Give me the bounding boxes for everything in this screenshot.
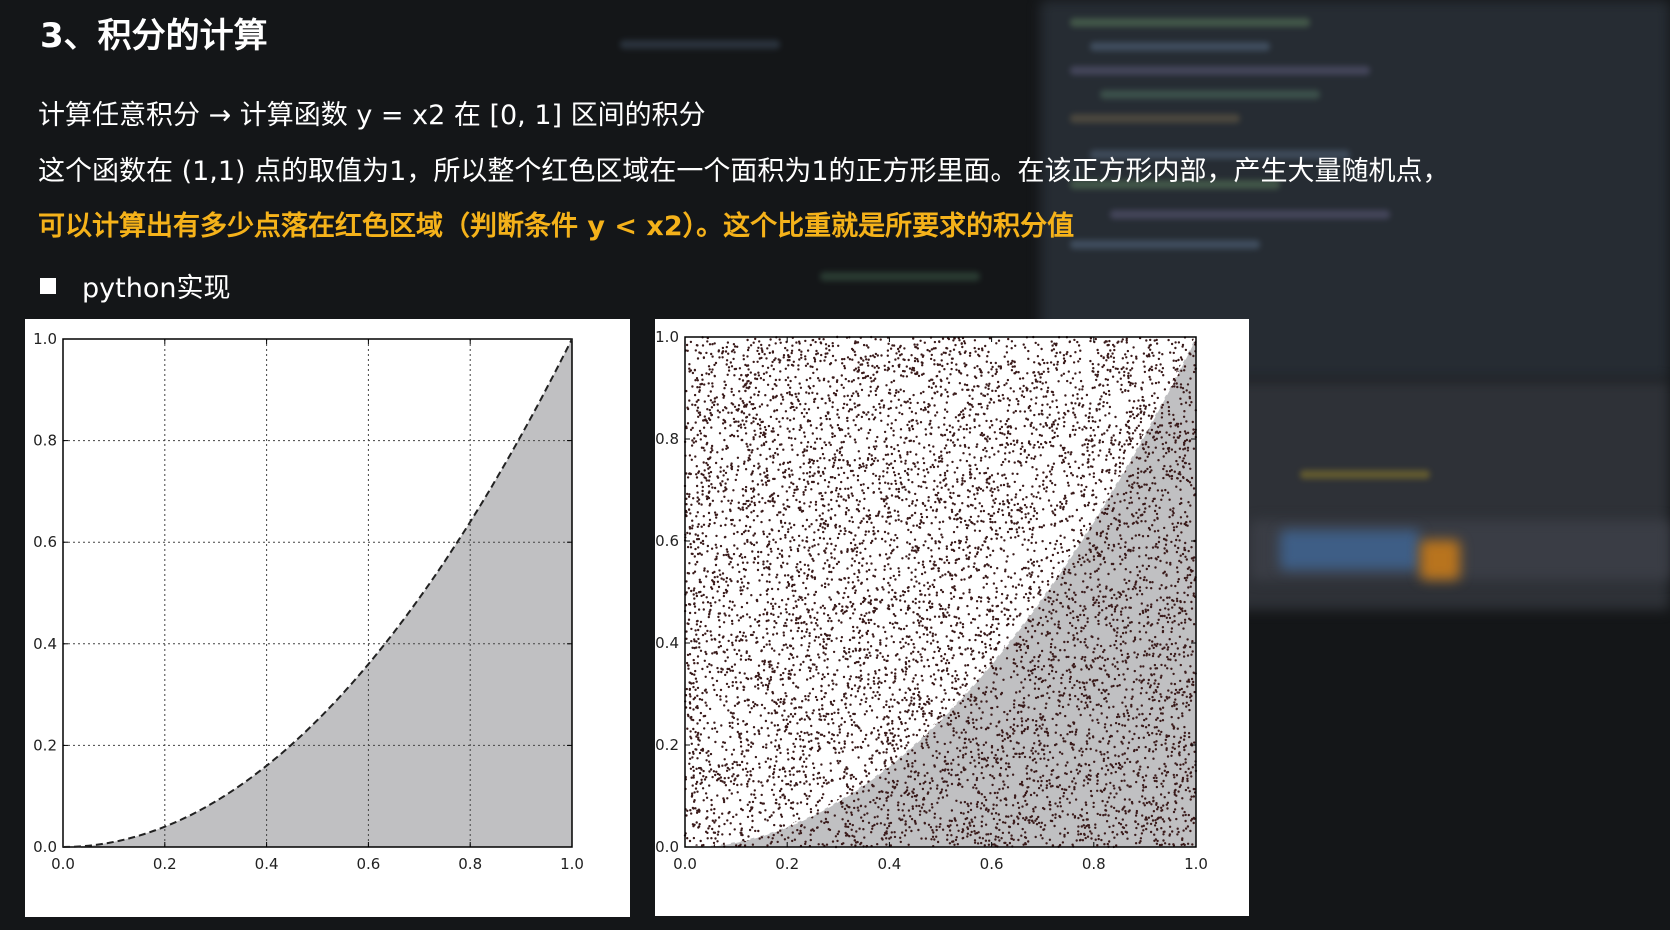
y-tick-label: 0.2 — [655, 736, 679, 754]
background-code-line — [1090, 42, 1270, 51]
background-glow — [1280, 530, 1420, 570]
area-chart: 0.0 0.2 0.4 0.6 0.8 1.0 0.0 0.2 0.4 0.6 0.8 1.0 — [33, 330, 584, 873]
highlight-text-line: 可以计算出有多少点落在红色区域（判断条件 y < x2）。这个比重就是所要求的积… — [38, 211, 1075, 242]
background-glow — [1040, 0, 1670, 380]
chart-panel-area: 0.0 0.2 0.4 0.6 0.8 1.0 0.0 0.2 0.4 0.6 0.8 1.0 — [25, 319, 630, 917]
x-tick-label: 0.0 — [51, 855, 75, 873]
area-fill — [63, 339, 572, 847]
x-tick-label: 0.4 — [877, 855, 901, 873]
x-tick-label: 0.6 — [980, 855, 1004, 873]
x-tick-label: 1.0 — [560, 855, 584, 873]
background-code-line — [1300, 470, 1430, 479]
x-tick-label: 0.2 — [153, 855, 177, 873]
axes-group: 0.0 0.2 0.4 0.6 0.8 1.0 0.0 0.2 0.4 0.6 0.8 1.0 — [33, 330, 584, 873]
y-tick-label: 0.4 — [33, 635, 57, 653]
y-tick-label: 0.0 — [33, 838, 57, 856]
y-tick-label: 1.0 — [655, 328, 679, 346]
x-tick-label: 0.8 — [1082, 855, 1106, 873]
bullet-label: python实现 — [82, 273, 231, 304]
area-fill — [685, 337, 1196, 847]
background-code-line — [1070, 240, 1260, 249]
background-code-line — [1070, 114, 1240, 123]
curve-line — [684, 336, 1197, 848]
text-line-2: 这个函数在 (1,1) 点的取值为1，所以整个红色区域在一个面积为1的正方形里面… — [38, 156, 1450, 187]
text-line-1: 计算任意积分 → 计算函数 y = x2 在 [0, 1] 区间的积分 — [38, 100, 706, 131]
y-tick-label: 0.6 — [33, 533, 57, 551]
plot-frame — [684, 336, 1197, 848]
x-tick-label: 0.6 — [356, 855, 380, 873]
x-tick-label: 0.8 — [458, 855, 482, 873]
background-code-line — [1110, 210, 1390, 219]
chart-panel-scatter: 0.0 0.2 0.4 0.6 0.8 1.0 0.0 0.2 0.4 0.6 0.8 1.0 — [655, 319, 1249, 916]
scatter-chart: 0.0 0.2 0.4 0.6 0.8 1.0 0.0 0.2 0.4 0.6 0.8 1.0 — [655, 328, 1208, 873]
background-code-line — [1070, 66, 1370, 75]
background-code-line — [620, 40, 780, 49]
curve-line — [62, 338, 573, 848]
y-tick-label: 0.4 — [655, 634, 679, 652]
axes-group: 0.0 0.2 0.4 0.6 0.8 1.0 0.0 0.2 0.4 0.6 0.8 1.0 — [655, 328, 1208, 873]
y-tick-label: 1.0 — [33, 330, 57, 348]
square-bullet-icon — [40, 277, 56, 294]
y-tick-label: 0.8 — [33, 432, 57, 450]
background-code-line — [1070, 180, 1280, 189]
background-code-line — [820, 272, 980, 281]
scatter-points — [683, 335, 1198, 849]
slide-title: 3、积分的计算 — [40, 16, 268, 56]
x-tick-label: 0.0 — [673, 855, 697, 873]
y-tick-label: 0.6 — [655, 532, 679, 550]
bullet-item: python实现 — [40, 266, 230, 305]
background-code-line — [1100, 90, 1320, 99]
x-tick-label: 0.2 — [775, 855, 799, 873]
background-code-line — [1070, 18, 1310, 27]
plot-frame — [62, 338, 573, 848]
background-glow — [1420, 540, 1460, 580]
y-tick-label: 0.0 — [655, 838, 679, 856]
background-code-line — [1090, 150, 1350, 159]
y-tick-label: 0.2 — [33, 736, 57, 754]
x-tick-label: 0.4 — [255, 855, 279, 873]
y-tick-label: 0.8 — [655, 430, 679, 448]
x-tick-label: 1.0 — [1184, 855, 1208, 873]
